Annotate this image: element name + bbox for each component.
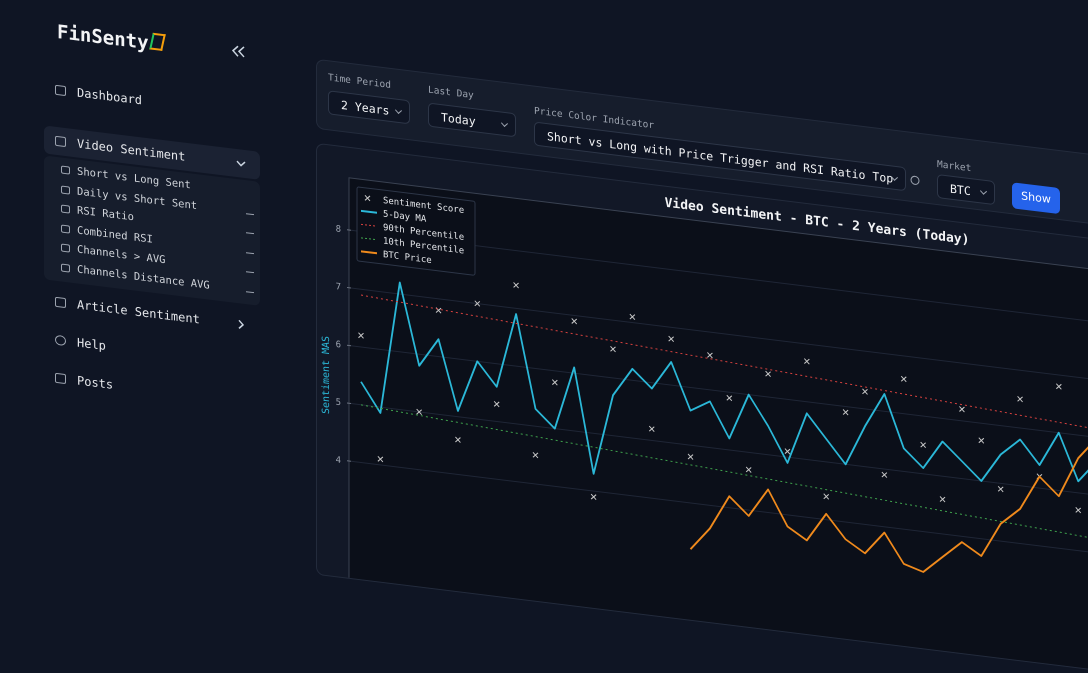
y-tick-label: 5: [336, 398, 341, 409]
y-tick-label: 6: [336, 340, 341, 351]
y-tick-label: 4: [336, 455, 341, 466]
app: FinSenty Dashboard Video Sentiment Short…: [0, 0, 1088, 644]
nav-item[interactable]: Dashboard: [77, 85, 142, 107]
expand-icon: [238, 319, 245, 330]
page: FinSenty Dashboard Video Sentiment Short…: [0, 0, 1088, 510]
expand-icon: [236, 160, 246, 168]
brand-icon: [149, 33, 166, 51]
chart-panel: Video Sentiment - BTC - 2 Years (Today) …: [316, 143, 1088, 673]
info-icon[interactable]: [910, 175, 920, 186]
brand-text: FinSenty: [57, 21, 149, 54]
brand: FinSenty: [57, 21, 164, 56]
nav-label: Dashboard: [77, 85, 142, 107]
y-axis-label: Sentiment MAS: [321, 335, 332, 414]
nav-item[interactable]: Help: [77, 335, 106, 353]
chart: Video Sentiment - BTC - 2 Years (Today) …: [317, 144, 1088, 672]
nav-label: Posts: [77, 373, 113, 391]
nav-item[interactable]: Article Sentiment: [77, 297, 200, 326]
collapse-button[interactable]: [232, 44, 246, 58]
y-tick-label: 8: [336, 224, 341, 235]
y-tick-label: 7: [336, 282, 341, 293]
nav-item[interactable]: Posts: [77, 373, 113, 391]
nav-label: Help: [77, 335, 106, 353]
nav-label: Article Sentiment: [77, 297, 200, 326]
